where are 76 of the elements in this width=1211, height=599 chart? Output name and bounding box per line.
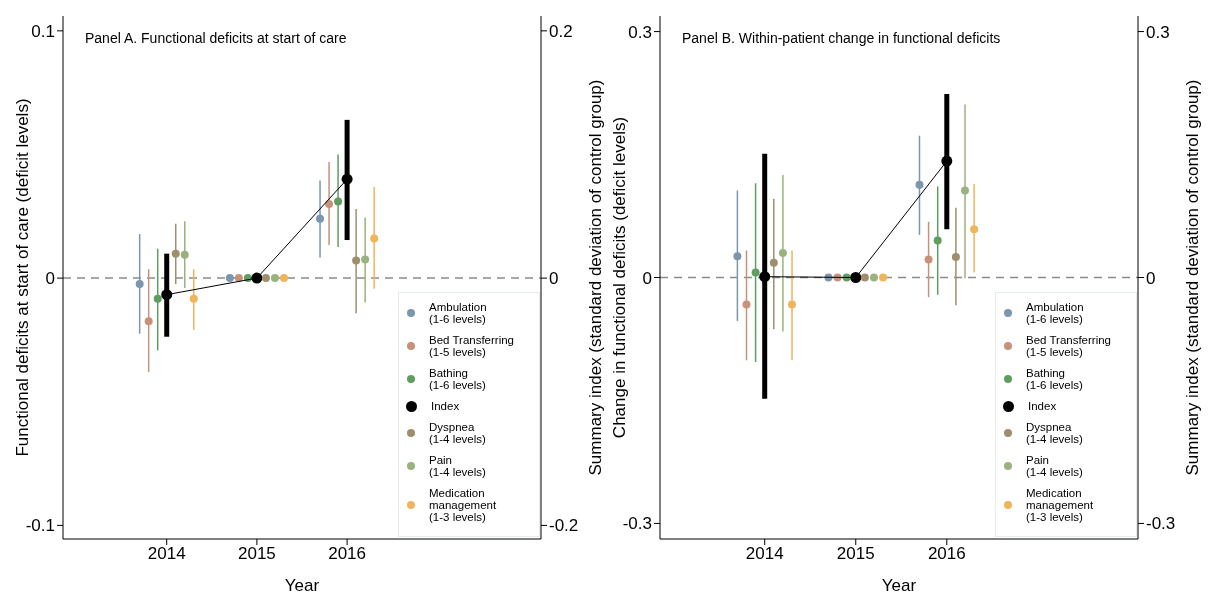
y-axis-title: Functional deficits at start of care (deficit levels): [12, 98, 32, 457]
y-tick-label: 0.1: [31, 21, 55, 41]
point: [788, 300, 797, 309]
point: [742, 300, 751, 309]
point: [751, 268, 760, 277]
x-axis-title: Year: [881, 576, 917, 595]
y2-tick-label: 0.2: [549, 21, 573, 41]
x-tick-label: 2014: [745, 544, 784, 564]
point: [769, 258, 778, 267]
legend-label: Index: [1028, 400, 1057, 412]
point: [933, 236, 942, 245]
legend-label: Index: [431, 400, 460, 412]
point: [341, 173, 353, 185]
y2-tick-label: 0: [1146, 268, 1156, 288]
point: [180, 250, 189, 259]
y2-tick-label: 0: [549, 269, 559, 289]
y2-axis-title: Summary index (standard deviation of control group): [1182, 79, 1202, 476]
legend-label: Pain (1-4 levels): [1026, 454, 1083, 478]
y-tick-label: -0.1: [25, 516, 55, 536]
point: [279, 274, 288, 283]
point: [189, 294, 198, 303]
point: [733, 252, 742, 261]
y-tick-label: 0: [642, 268, 652, 288]
point: [251, 272, 263, 284]
x-tick-label: 2015: [836, 544, 875, 564]
point: [759, 271, 771, 283]
x-tick-label: 2014: [147, 544, 186, 564]
point: [970, 225, 979, 234]
point: [144, 317, 153, 326]
point: [778, 248, 787, 257]
y-axis-title: Change in functional deficits (deficit levels): [609, 116, 629, 439]
legend-label: Bed Transferring (1-5 levels): [1026, 334, 1112, 358]
legend-label: Medication management (1-3 levels): [1026, 487, 1094, 523]
point: [860, 273, 869, 282]
legend-label: Medication management (1-3 levels): [429, 487, 497, 523]
x-tick-label: 2015: [237, 544, 276, 564]
y2-tick-label: -0.2: [549, 516, 579, 536]
point: [161, 289, 173, 301]
point: [225, 274, 234, 283]
text: Panel B. Within-patient change in functional deficits: [682, 30, 1001, 46]
point: [951, 253, 960, 262]
x-tick-label: 2016: [927, 544, 966, 564]
y-tick-label: 0.3: [628, 22, 652, 42]
y2-tick-label: -0.3: [1146, 514, 1176, 534]
point: [171, 249, 180, 258]
legend-label: Dyspnea (1-4 levels): [429, 421, 486, 445]
legend-label: Dyspnea (1-4 levels): [1026, 421, 1083, 445]
y-tick-label: -0.3: [622, 514, 652, 534]
point: [370, 234, 379, 243]
point: [961, 186, 970, 195]
point: [361, 255, 370, 264]
legend-label: Bathing (1-6 levels): [429, 367, 486, 391]
point: [261, 274, 270, 283]
x-tick-label: 2016: [328, 544, 367, 564]
point: [270, 274, 279, 283]
x-axis-title: Year: [284, 576, 320, 595]
y-tick-label: 0: [45, 269, 55, 289]
legend-label: Pain (1-4 levels): [429, 454, 486, 478]
point: [135, 280, 144, 289]
point: [352, 256, 361, 265]
point: [941, 155, 953, 167]
point: [334, 197, 343, 206]
point: [850, 272, 862, 283]
legend-label: Ambulation (1-6 levels): [1026, 301, 1084, 325]
text: Panel A. Functional deficits at start of care: [85, 30, 347, 46]
point: [316, 214, 325, 223]
legend-label: Bathing (1-6 levels): [1026, 367, 1083, 391]
y2-tick-label: 0.3: [1146, 22, 1170, 42]
legend-label: Bed Transferring (1-5 levels): [429, 334, 515, 358]
point: [153, 294, 162, 303]
point: [879, 273, 888, 282]
point: [924, 255, 933, 264]
point: [869, 273, 878, 282]
point: [915, 180, 924, 189]
legend-label: Ambulation (1-6 levels): [429, 301, 487, 325]
y2-axis-title: Summary index (standard deviation of control group): [585, 79, 605, 476]
